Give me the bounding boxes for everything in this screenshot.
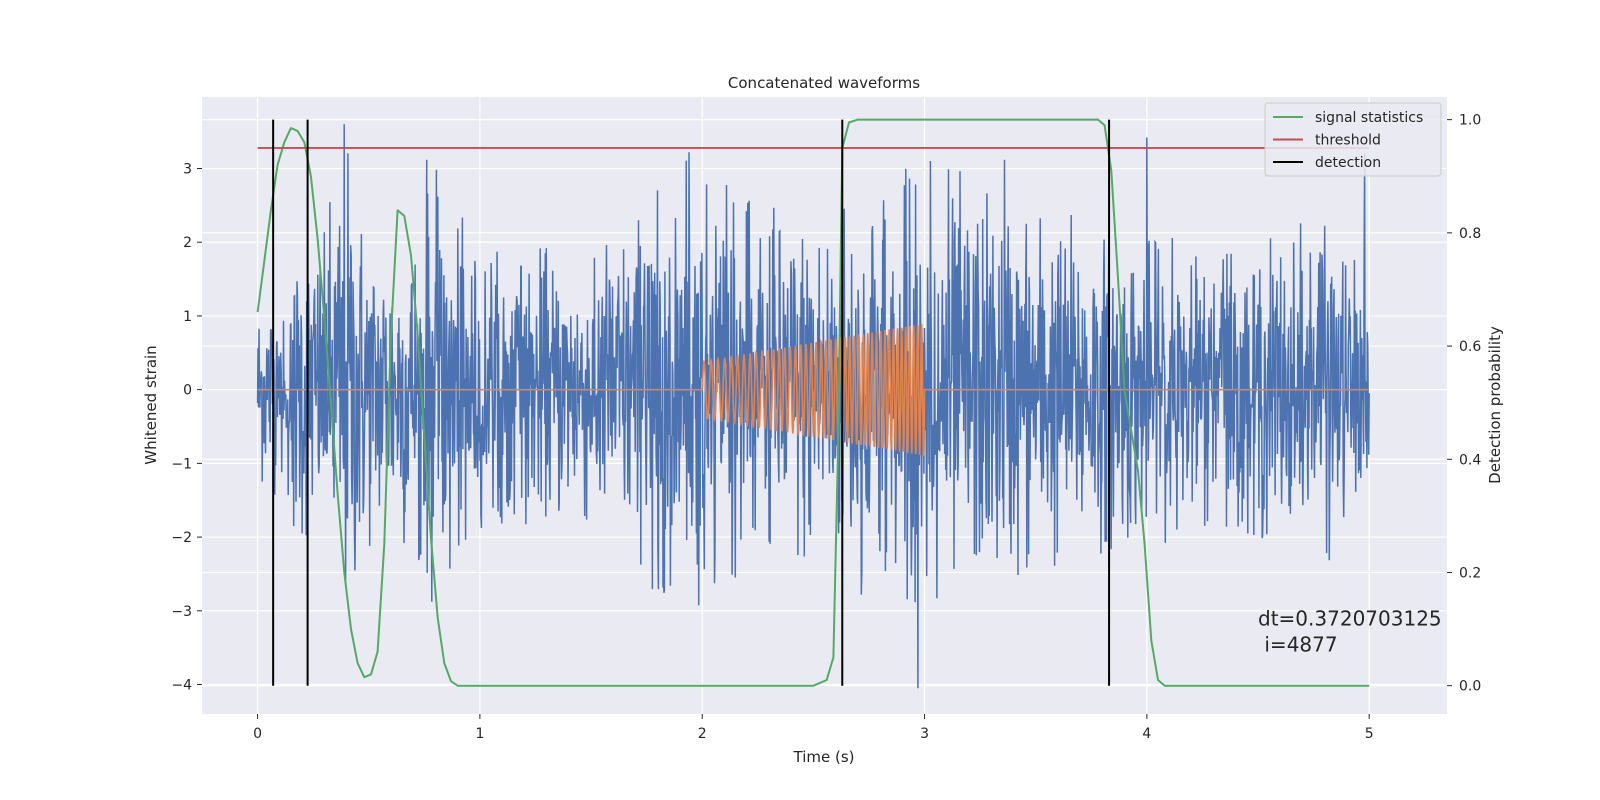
detection-series bbox=[272, 119, 1111, 686]
y-right-tick-label-0: 1.0 bbox=[1459, 113, 1481, 129]
legend-label-0: signal statistics bbox=[1315, 110, 1423, 126]
y-right-tick-label-5: 0.0 bbox=[1459, 679, 1481, 695]
y-right-tick-label-2: 0.6 bbox=[1459, 339, 1481, 355]
y-axis-left: 3 2 1 0 −1 −2 −3 −4 bbox=[171, 162, 202, 694]
injected-waveform-series bbox=[257, 323, 1370, 456]
x-tick-label-4: 4 bbox=[1142, 726, 1151, 742]
x-tick-label-0: 0 bbox=[253, 726, 262, 742]
x-axis: 0 1 2 3 4 5 bbox=[253, 714, 1374, 742]
legend-box bbox=[1264, 102, 1442, 177]
chart-title: Concatenated waveforms bbox=[728, 74, 920, 92]
x-tick-label-5: 5 bbox=[1365, 726, 1374, 742]
y-axis-left-label: Whitened strain bbox=[142, 345, 160, 464]
x-tick-label-2: 2 bbox=[698, 726, 707, 742]
legend: signal statistics threshold detection bbox=[1264, 102, 1442, 177]
legend-label-1: threshold bbox=[1315, 133, 1381, 149]
y-axis-right: 1.0 0.8 0.6 0.4 0.2 0.0 bbox=[1447, 113, 1481, 695]
y-left-tick-label-0: 3 bbox=[183, 162, 192, 178]
legend-label-2: detection bbox=[1315, 155, 1381, 171]
y-left-tick-label-6: −3 bbox=[171, 604, 192, 620]
injected-waveform-line bbox=[257, 323, 1370, 456]
signal-statistics-series bbox=[256, 118, 1370, 687]
annotation-text-1: i=4877 bbox=[1258, 632, 1338, 656]
y-left-tick-label-7: −4 bbox=[171, 678, 192, 694]
signal-statistics-line bbox=[256, 118, 1370, 687]
y-left-tick-label-4: −1 bbox=[171, 456, 192, 472]
annotations: dt=0.3720703125 i=4877 bbox=[1258, 607, 1442, 657]
strain-series bbox=[256, 124, 1370, 689]
y-right-tick-label-3: 0.4 bbox=[1459, 452, 1481, 468]
y-left-tick-label-3: 0 bbox=[183, 383, 192, 399]
x-axis-label: Time (s) bbox=[793, 748, 855, 766]
x-tick-label-1: 1 bbox=[475, 726, 484, 742]
y-right-tick-label-1: 0.8 bbox=[1459, 226, 1481, 242]
y-left-tick-label-2: 1 bbox=[183, 309, 192, 325]
y-left-tick-label-1: 2 bbox=[183, 235, 192, 251]
y-axis-right-label: Detection probability bbox=[1486, 326, 1504, 484]
y-right-tick-label-4: 0.2 bbox=[1459, 565, 1481, 581]
strain-line bbox=[256, 124, 1370, 689]
y-left-tick-label-5: −2 bbox=[171, 530, 192, 546]
annotation-text-0: dt=0.3720703125 bbox=[1258, 607, 1442, 631]
x-tick-label-3: 3 bbox=[920, 726, 929, 742]
